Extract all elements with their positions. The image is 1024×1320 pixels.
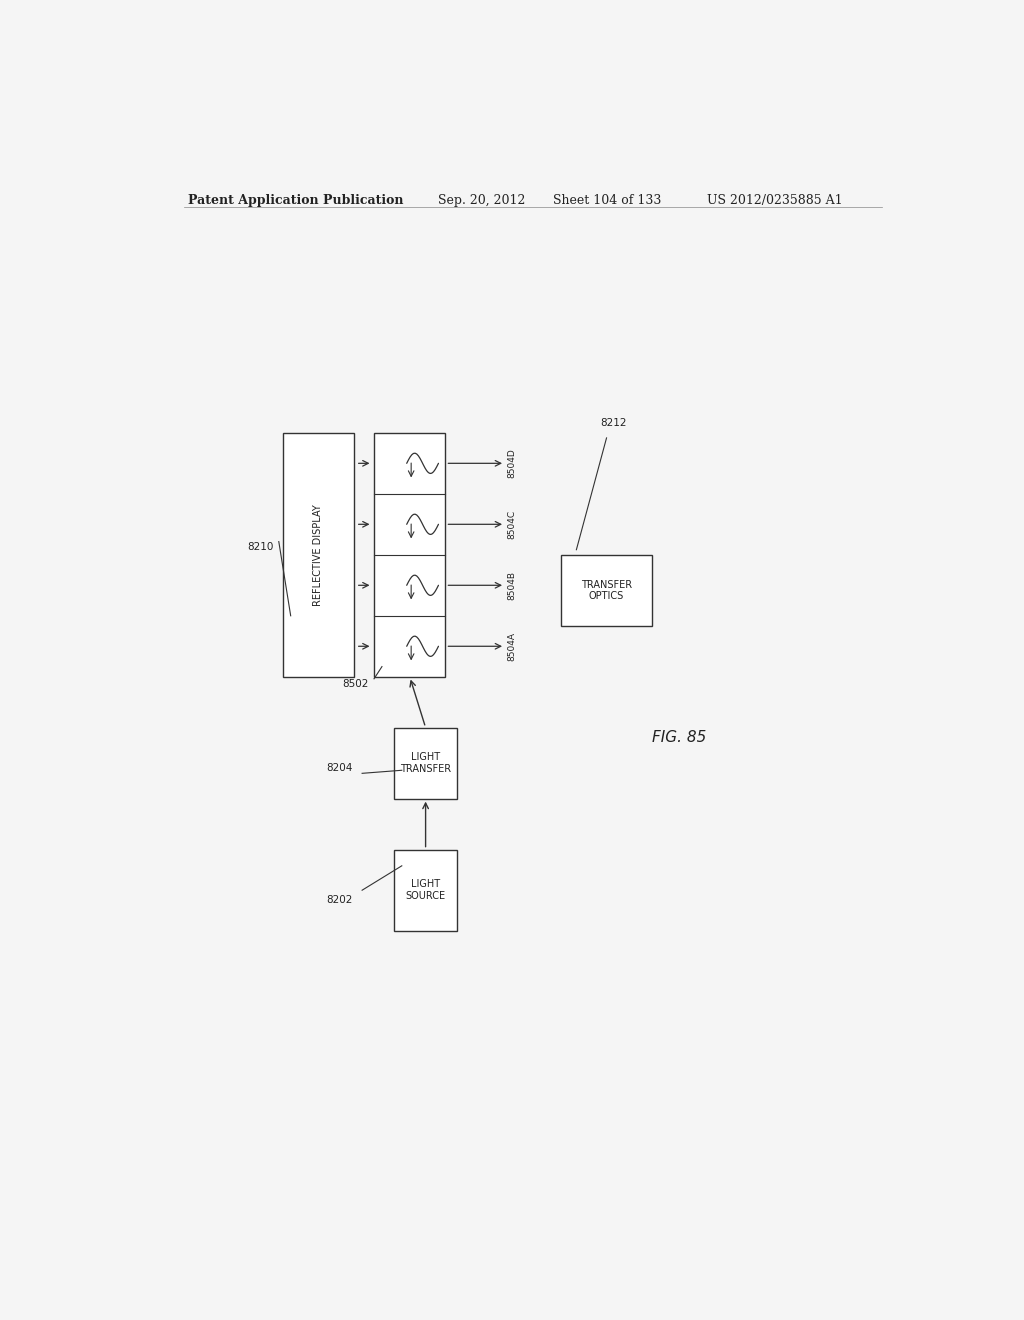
Text: 8504D: 8504D <box>507 449 516 478</box>
Text: LIGHT
TRANSFER: LIGHT TRANSFER <box>400 752 452 774</box>
Bar <box>374 433 445 677</box>
Text: 8204: 8204 <box>327 763 353 774</box>
Text: 8202: 8202 <box>327 895 353 906</box>
Text: Patent Application Publication: Patent Application Publication <box>187 194 403 207</box>
Text: LIGHT
SOURCE: LIGHT SOURCE <box>406 879 445 902</box>
Text: 8210: 8210 <box>247 541 273 552</box>
Text: 8504B: 8504B <box>507 570 516 599</box>
Text: Sep. 20, 2012: Sep. 20, 2012 <box>437 194 525 207</box>
Text: FIG. 85: FIG. 85 <box>652 730 707 746</box>
Text: 8502: 8502 <box>342 678 369 689</box>
Text: Sheet 104 of 133: Sheet 104 of 133 <box>553 194 660 207</box>
Bar <box>560 554 652 626</box>
Text: REFLECTIVE DISPLAY: REFLECTIVE DISPLAY <box>313 504 324 606</box>
Text: 8212: 8212 <box>600 417 627 428</box>
Bar <box>394 727 458 799</box>
Text: 8504C: 8504C <box>507 510 516 539</box>
Text: TRANSFER
OPTICS: TRANSFER OPTICS <box>581 579 632 601</box>
Text: 8504A: 8504A <box>507 632 516 661</box>
Text: US 2012/0235885 A1: US 2012/0235885 A1 <box>708 194 843 207</box>
Bar <box>283 433 354 677</box>
Bar <box>394 850 458 931</box>
